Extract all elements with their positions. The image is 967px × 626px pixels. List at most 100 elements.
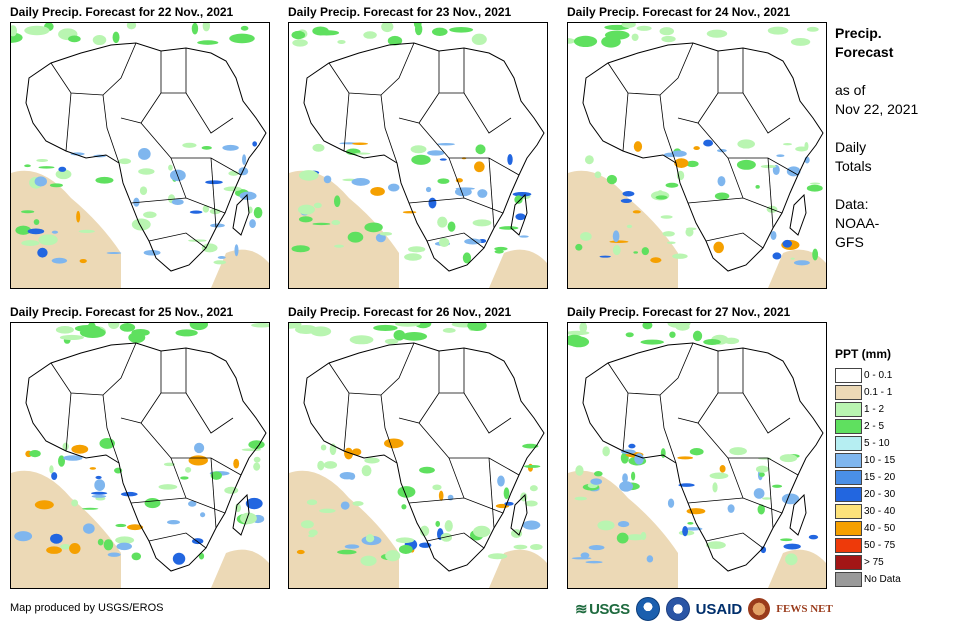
precip-cell	[168, 164, 173, 171]
precip-cell	[689, 448, 704, 456]
precip-cell	[63, 455, 83, 461]
precip-cell	[641, 247, 650, 256]
legend-label: 1 - 2	[864, 404, 885, 415]
precip-cell	[809, 182, 821, 185]
country-border	[767, 457, 774, 529]
precip-cell	[68, 35, 81, 43]
precip-cell	[51, 230, 59, 234]
precip-cell	[812, 248, 819, 261]
country-border	[343, 392, 350, 452]
precip-cell	[238, 167, 249, 176]
precip-cell	[444, 520, 453, 532]
precip-cell	[717, 176, 726, 187]
precip-cell	[89, 467, 97, 470]
precip-cell	[126, 23, 137, 30]
precip-cell	[571, 557, 592, 560]
precip-cell	[622, 191, 635, 197]
precip-cell	[131, 552, 142, 561]
precip-cell	[661, 35, 676, 43]
madagascar-outline	[789, 493, 807, 536]
precip-cell	[95, 475, 102, 480]
dry-region	[768, 549, 826, 588]
precip-cell	[762, 497, 772, 500]
precip-cell	[158, 484, 178, 490]
precip-cell	[115, 523, 127, 528]
precip-cell	[349, 335, 374, 345]
country-border	[380, 94, 398, 164]
precip-cell	[631, 471, 636, 481]
precip-cell	[337, 549, 357, 555]
forecast-panel-26-nov: Daily Precip. Forecast for 26 Nov., 2021	[288, 304, 550, 591]
precip-cell	[364, 222, 383, 233]
country-border	[488, 457, 495, 529]
precip-cell	[38, 166, 55, 169]
country-border	[185, 92, 234, 134]
precip-cell	[621, 23, 636, 28]
country-border	[607, 342, 694, 396]
precip-cell	[519, 235, 529, 238]
precip-cell	[252, 141, 258, 147]
precip-cell	[319, 508, 336, 514]
legend-swatch	[835, 572, 862, 587]
precip-cell	[772, 484, 783, 488]
dry-region	[289, 170, 399, 288]
precip-cell	[682, 526, 689, 537]
precip-cell	[334, 244, 344, 248]
legend-item: 1 - 2	[835, 401, 945, 418]
precip-cell	[310, 326, 332, 337]
precip-cell	[344, 447, 354, 460]
precip-cell	[189, 210, 203, 214]
nasa-logo-icon	[665, 597, 690, 621]
precip-cell	[15, 225, 32, 235]
panel-title: Daily Precip. Forecast for 26 Nov., 2021	[288, 305, 512, 319]
precip-cell	[202, 205, 210, 213]
country-border	[438, 348, 465, 394]
precip-cell	[437, 178, 450, 184]
precip-cell	[401, 332, 428, 341]
dry-region	[489, 249, 547, 288]
country-border	[120, 92, 162, 124]
precip-cell	[27, 228, 45, 235]
precip-cell	[522, 443, 539, 449]
country-border	[717, 348, 744, 394]
precip-cell	[352, 142, 368, 145]
legend-swatch	[835, 385, 862, 400]
precip-cell	[51, 257, 68, 264]
precip-cell	[69, 542, 81, 555]
precip-legend: PPT (mm) 0 - 0.1 0.1 - 1 1 - 2 2 - 5 5 - 10 1…	[835, 347, 945, 588]
precip-cell	[222, 144, 239, 151]
precip-cell	[759, 472, 765, 477]
precip-cell	[323, 461, 338, 469]
precip-cell	[783, 543, 801, 550]
precip-cell	[659, 27, 675, 36]
source-line2: NOAA-	[835, 215, 880, 231]
precip-cell	[529, 485, 538, 492]
legend-label: 2 - 5	[864, 421, 885, 432]
legend-item: > 75	[835, 554, 945, 571]
country-border	[767, 157, 774, 229]
dry-region	[568, 170, 678, 288]
precip-cell	[79, 258, 87, 264]
legend-title: PPT (mm)	[835, 347, 892, 361]
precip-cell	[427, 150, 445, 156]
country-border	[148, 232, 207, 249]
precip-cell	[693, 146, 700, 151]
precip-cell	[340, 501, 350, 510]
precip-cell	[642, 323, 653, 330]
country-border	[408, 497, 504, 514]
precip-cell	[253, 456, 261, 463]
precip-cell	[474, 161, 485, 173]
precip-cell	[574, 496, 587, 501]
country-border	[742, 392, 791, 434]
precip-cell	[477, 189, 488, 198]
precip-cell	[625, 332, 634, 338]
precip-map	[567, 322, 827, 589]
precip-cell	[91, 494, 107, 498]
precip-cell	[381, 23, 394, 33]
legend-swatch	[835, 436, 862, 451]
precip-cell	[339, 471, 355, 480]
precip-cell	[568, 38, 576, 44]
precip-cell	[580, 552, 590, 559]
precip-cell	[185, 467, 192, 473]
precip-cell	[667, 498, 675, 508]
